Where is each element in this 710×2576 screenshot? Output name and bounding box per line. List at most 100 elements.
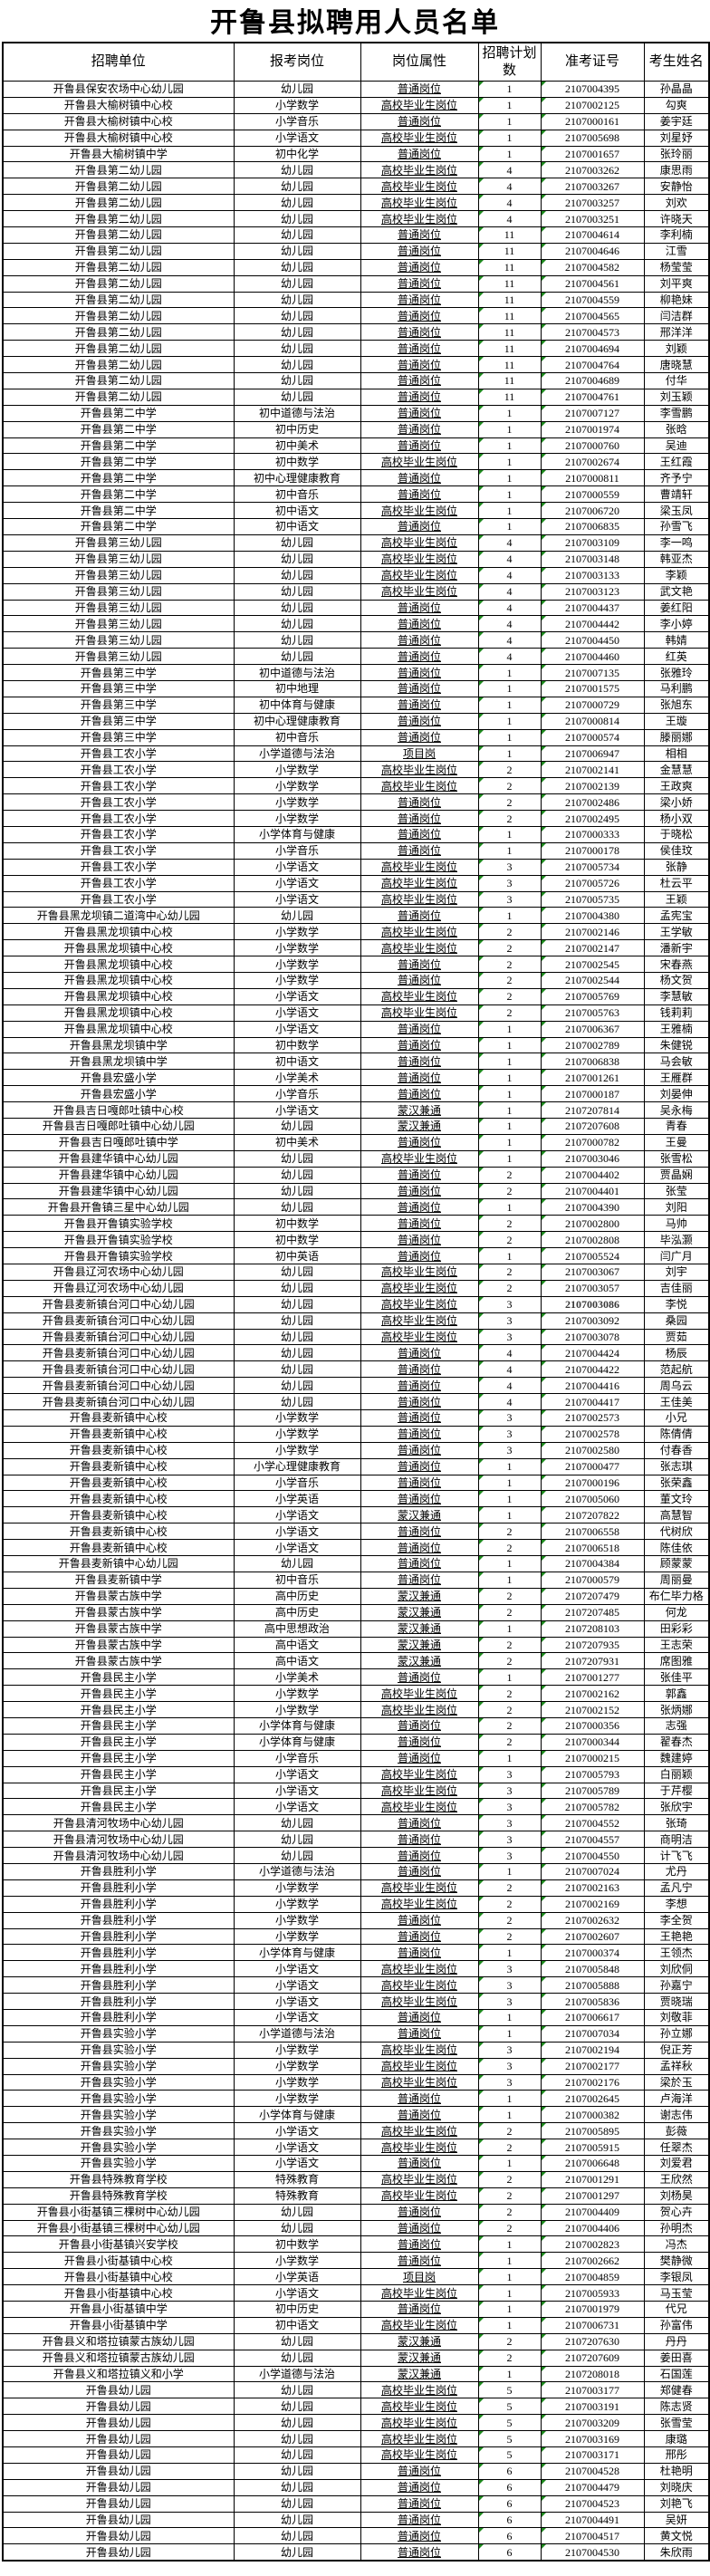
table-row: 开鲁县工农小学 小学数学 普通岗位 2 2107002486 梁小娇 xyxy=(2,793,710,812)
cell-attr: 普通岗位 xyxy=(360,1571,479,1589)
cell-ticket: 2107207609 xyxy=(540,2349,645,2367)
table-row: 开鲁县民主小学 小学数学 高校毕业生岗位 2 2107002162 郭鑫 xyxy=(2,1685,710,1703)
cell-ticket: 2107006367 xyxy=(540,1020,645,1038)
cell-attr: 普通岗位 xyxy=(360,2235,479,2254)
table-row: 开鲁县宏盛小学 小学美术 普通岗位 1 2107001261 王雁群 xyxy=(2,1069,710,1087)
cell-plan: 4 xyxy=(477,648,542,666)
cell-post: 小学语文 xyxy=(233,1960,361,1978)
cell-name: 倪正芳 xyxy=(643,2041,710,2059)
cell-plan: 3 xyxy=(477,1993,542,2010)
cell-ticket: 2107003046 xyxy=(540,1149,645,1168)
cell-name: 丹丹 xyxy=(643,2332,710,2350)
column-header-ticket: 准考证号 xyxy=(540,42,645,82)
cell-post: 初中道德与法治 xyxy=(233,664,361,681)
cell-attr: 普通岗位 xyxy=(360,258,479,276)
cell-unit: 开鲁县吉日嘎郎吐镇中心幼儿园 xyxy=(2,1118,235,1135)
cell-post: 小学语文 xyxy=(233,2139,361,2156)
cell-ticket: 2107000161 xyxy=(540,112,645,130)
cell-name: 布仁毕力格 xyxy=(643,1587,710,1605)
cell-attr: 普通岗位 xyxy=(360,1668,479,1687)
cell-ticket: 2107207822 xyxy=(540,1506,645,1524)
cell-attr: 高校毕业生岗位 xyxy=(360,1295,479,1313)
cell-ticket: 2107001657 xyxy=(540,145,645,163)
cell-ticket: 2107000196 xyxy=(540,1474,645,1492)
cell-plan: 1 xyxy=(477,502,542,520)
cell-ticket: 2107006731 xyxy=(540,2316,645,2334)
cell-attr: 普通岗位 xyxy=(360,1944,479,1962)
table-row: 开鲁县幼儿园 幼儿园 普通岗位 6 2107004528 杜艳明 xyxy=(2,2462,710,2480)
cell-unit: 开鲁县工农小学 xyxy=(2,761,235,779)
cell-plan: 2 xyxy=(477,2187,542,2205)
cell-post: 小学数学 xyxy=(233,1701,361,1718)
cell-attr: 普通岗位 xyxy=(360,1523,479,1541)
table-row: 开鲁县第三幼儿园 幼儿园 高校毕业生岗位 4 2107003123 武文艳 xyxy=(2,582,710,601)
cell-attr: 高校毕业生岗位 xyxy=(360,1895,479,1913)
cell-unit: 开鲁县保安农场中心幼儿园 xyxy=(2,81,235,98)
cell-post: 小学语文 xyxy=(233,2122,361,2140)
cell-ticket: 2107002808 xyxy=(540,1231,645,1249)
cell-post: 幼儿园 xyxy=(233,550,361,568)
cell-post: 小学数学 xyxy=(233,2073,361,2091)
cell-unit: 开鲁县蒙古族中学 xyxy=(2,1636,235,1654)
cell-plan: 2 xyxy=(477,2332,542,2350)
table-row: 开鲁县小街基镇三棵树中心幼儿园 幼儿园 普通岗位 2 2107004409 贺心卉 xyxy=(2,2203,710,2221)
cell-name: 李想 xyxy=(643,1895,710,1913)
cell-post: 幼儿园 xyxy=(233,1149,361,1168)
cell-plan: 1 xyxy=(477,1571,542,1589)
cell-name: 陈志贤 xyxy=(643,2398,710,2416)
cell-ticket: 2107004530 xyxy=(540,2543,645,2562)
cell-name: 贺心卉 xyxy=(643,2203,710,2221)
cell-name: 柳艳妹 xyxy=(643,291,710,309)
cell-plan: 2 xyxy=(477,1733,542,1751)
cell-post: 初中数学 xyxy=(233,2235,361,2254)
cell-unit: 开鲁县胜利小学 xyxy=(2,1895,235,1913)
cell-unit: 开鲁县黑龙坝镇中学 xyxy=(2,1053,235,1071)
cell-name: 李一鸣 xyxy=(643,533,710,552)
cell-name: 唐晓慧 xyxy=(643,356,710,374)
cell-name: 任翠杰 xyxy=(643,2139,710,2156)
cell-post: 初中美术 xyxy=(233,437,361,455)
cell-plan: 5 xyxy=(477,2398,542,2416)
cell-unit: 开鲁县小街基镇中学 xyxy=(2,2316,235,2334)
cell-plan: 3 xyxy=(477,1782,542,1800)
cell-plan: 11 xyxy=(477,226,542,244)
cell-name: 吉佳丽 xyxy=(643,1279,710,1297)
cell-post: 幼儿园 xyxy=(233,1312,361,1330)
cell-name: 李小婷 xyxy=(643,615,710,633)
cell-ticket: 2107003067 xyxy=(540,1264,645,1281)
cell-attr: 高校毕业生岗位 xyxy=(360,874,479,892)
cell-unit: 开鲁县宏盛小学 xyxy=(2,1085,235,1103)
cell-post: 幼儿园 xyxy=(233,2203,361,2221)
cell-plan: 1 xyxy=(477,420,542,438)
cell-attr: 高校毕业生岗位 xyxy=(360,2122,479,2140)
cell-plan: 11 xyxy=(477,388,542,406)
cell-attr: 高校毕业生岗位 xyxy=(360,1004,479,1022)
cell-attr: 普通岗位 xyxy=(360,793,479,812)
cell-plan: 1 xyxy=(477,81,542,98)
cell-ticket: 2107207608 xyxy=(540,1118,645,1135)
cell-ticket: 2107004582 xyxy=(540,258,645,276)
cell-post: 初中数学 xyxy=(233,1215,361,1233)
cell-name: 孟宪宝 xyxy=(643,907,710,925)
cell-ticket: 2107004406 xyxy=(540,2219,645,2237)
column-header-name: 考生姓名 xyxy=(643,42,710,82)
cell-unit: 开鲁县工农小学 xyxy=(2,777,235,795)
cell-name: 翟春杰 xyxy=(643,1733,710,1751)
cell-plan: 1 xyxy=(477,1862,542,1880)
cell-post: 幼儿园 xyxy=(233,631,361,649)
cell-post: 高中历史 xyxy=(233,1587,361,1605)
cell-unit: 开鲁县民主小学 xyxy=(2,1733,235,1751)
cell-ticket: 2107007135 xyxy=(540,664,645,681)
cell-post: 幼儿园 xyxy=(233,1182,361,1200)
table-row: 开鲁县麦新镇台河口中心幼儿园 幼儿园 普通岗位 4 2107004417 王佳美 xyxy=(2,1393,710,1411)
page-title: 开鲁县拟聘用人员名单 xyxy=(210,8,500,38)
table-row: 开鲁县实验小学 小学道德与法治 普通岗位 1 2107007034 孙立娜 xyxy=(2,2024,710,2043)
cell-post: 幼儿园 xyxy=(233,307,361,325)
cell-attr: 高校毕业生岗位 xyxy=(360,1879,479,1897)
cell-ticket: 2107000729 xyxy=(540,696,645,714)
table-row: 开鲁县民主小学 小学语文 高校毕业生岗位 3 2107005793 白丽颖 xyxy=(2,1765,710,1783)
cell-unit: 开鲁县第二幼儿园 xyxy=(2,291,235,309)
table-row: 开鲁县大榆树镇中学 初中化学 普通岗位 1 2107001657 张玲丽 xyxy=(2,145,710,163)
cell-post: 小学数学 xyxy=(233,810,361,827)
